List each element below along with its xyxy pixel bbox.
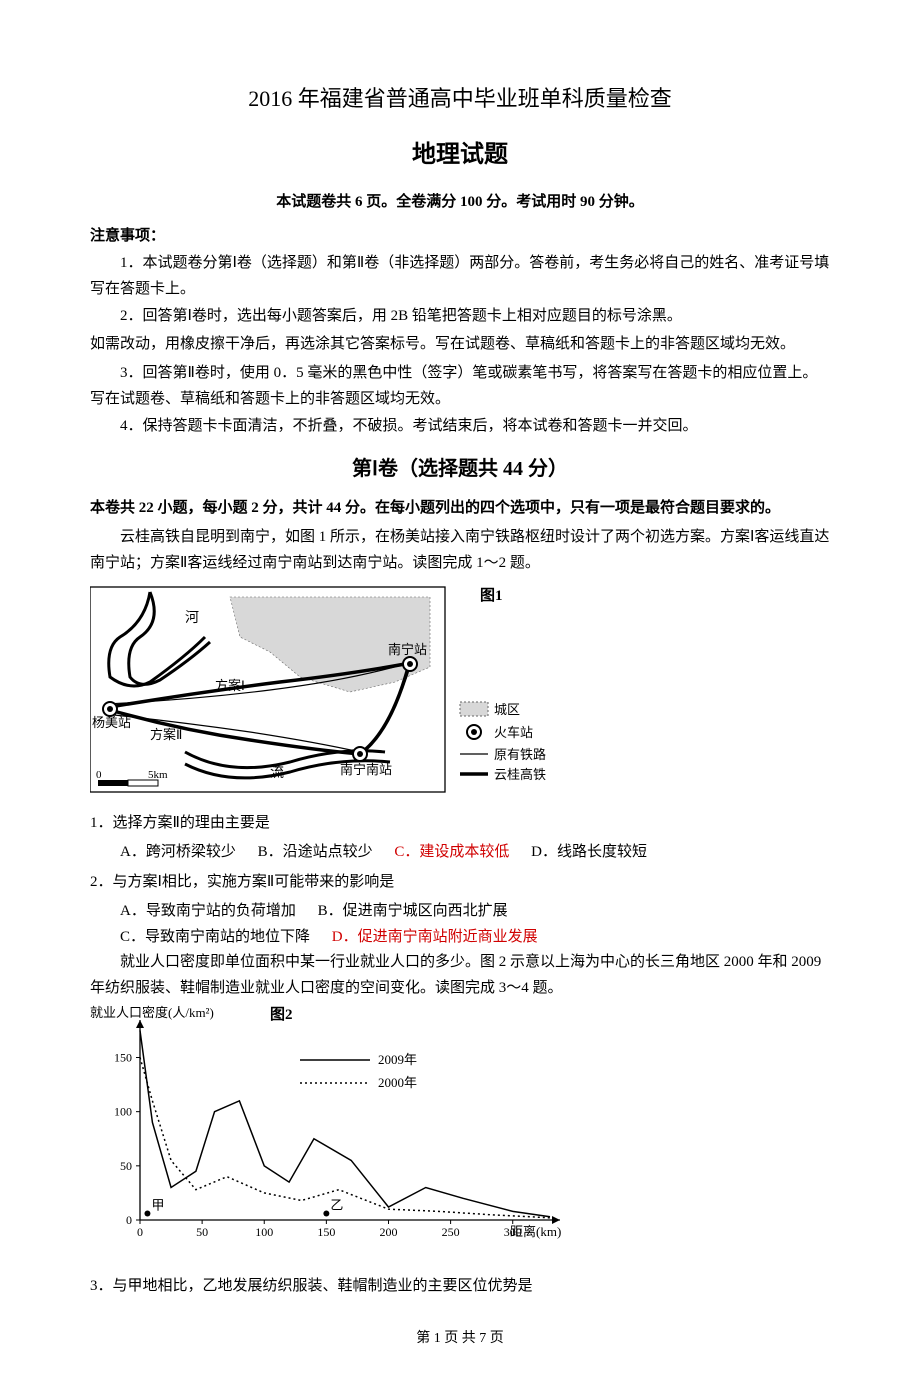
svg-text:方案Ⅱ: 方案Ⅱ (150, 727, 182, 742)
q1-option-a: A．跨河桥梁较少 (120, 840, 236, 866)
svg-text:南宁站: 南宁站 (388, 642, 427, 657)
svg-text:100: 100 (114, 1105, 132, 1119)
question-1-options: A．跨河桥梁较少 B．沿途站点较少 C．建设成本较低 D．线路长度较短 (90, 840, 830, 866)
notice-item-2b: 如需改动，用橡皮擦干净后，再选涂其它答案标号。写在试题卷、草稿纸和答题卡上的非答… (90, 332, 830, 358)
q1-option-b: B．沿途站点较少 (258, 840, 373, 866)
svg-text:2009年: 2009年 (378, 1052, 417, 1067)
svg-text:距离(km): 距离(km) (510, 1224, 561, 1239)
svg-text:50: 50 (196, 1225, 208, 1239)
svg-text:0: 0 (96, 769, 102, 781)
passage-1: 云桂高铁自昆明到南宁，如图 1 所示，在杨美站接入南宁铁路枢纽时设计了两个初选方… (90, 525, 830, 576)
svg-text:250: 250 (442, 1225, 460, 1239)
q2-option-c: C．导致南宁南站的地位下降 (120, 925, 310, 951)
svg-text:2000年: 2000年 (378, 1075, 417, 1090)
page-footer: 第 1 页 共 7 页 (90, 1327, 830, 1351)
svg-text:0: 0 (126, 1213, 132, 1227)
svg-text:0: 0 (137, 1225, 143, 1239)
figure-1: 图1 河 流 杨美站 南宁站 南宁南站 方案Ⅰ 方案Ⅱ (90, 582, 830, 807)
q1-option-d: D．线路长度较短 (531, 840, 647, 866)
svg-text:50: 50 (120, 1159, 132, 1173)
notice-item-4: 4．保持答题卡卡面清洁，不折叠，不破损。考试结束后，将本试卷和答题卡一并交回。 (90, 414, 830, 440)
notice-item-3: 3．回答第Ⅱ卷时，使用 0．5 毫米的黑色中性（签字）笔或碳素笔书写，将答案写在… (90, 361, 830, 412)
svg-text:乙: 乙 (330, 1198, 343, 1213)
q2-option-d: D．促进南宁南站附近商业发展 (332, 925, 538, 951)
svg-text:5km: 5km (148, 769, 168, 781)
notice-item-2: 2．回答第Ⅰ卷时，选出每小题答案后，用 2B 铅笔把答题卡上相对应题目的标号涂黑… (90, 304, 830, 330)
river-he-2 (129, 592, 210, 684)
svg-text:100: 100 (255, 1225, 273, 1239)
question-3-stem: 3．与甲地相比，乙地发展纺织服装、鞋帽制造业的主要区位优势是 (90, 1274, 830, 1300)
river-he (109, 592, 205, 686)
svg-text:河: 河 (185, 610, 199, 626)
svg-text:图2: 图2 (270, 1006, 293, 1023)
notice-item-1: 1．本试题卷分第Ⅰ卷（选择题）和第Ⅱ卷（非选择题）两部分。答卷前，考生务必将自己… (90, 251, 830, 302)
svg-text:流: 流 (270, 765, 284, 781)
svg-text:云桂高铁: 云桂高铁 (494, 767, 546, 782)
svg-text:杨美站: 杨美站 (92, 715, 131, 730)
q1-option-c: C．建设成本较低 (394, 840, 509, 866)
section1-info: 本卷共 22 小题，每小题 2 分，共计 44 分。在每小题列出的四个选项中，只… (90, 496, 830, 522)
svg-text:甲: 甲 (151, 1198, 164, 1213)
svg-text:150: 150 (114, 1051, 132, 1065)
svg-text:原有铁路: 原有铁路 (494, 747, 546, 762)
legend: 城区 火车站 原有铁路 云桂高铁 (460, 702, 546, 782)
notice-header: 注意事项： (90, 224, 830, 250)
question-1-stem: 1．选择方案Ⅱ的理由主要是 (90, 811, 830, 837)
figure-2: 050100150050100150200250300就业人口密度(人/km²)… (90, 1005, 830, 1270)
section1-title: 第Ⅰ卷（选择题共 44 分） (90, 452, 830, 486)
svg-text:200: 200 (379, 1225, 397, 1239)
svg-text:就业人口密度(人/km²): 就业人口密度(人/km²) (90, 1005, 214, 1020)
figure1-label: 图1 (480, 587, 503, 604)
svg-text:方案Ⅰ: 方案Ⅰ (215, 678, 245, 693)
q2-option-b: B．促进南宁城区向西北扩展 (318, 899, 508, 925)
svg-text:城区: 城区 (494, 702, 520, 717)
q2-option-a: A．导致南宁站的负荷增加 (120, 899, 296, 925)
subject-title: 地理试题 (90, 135, 830, 176)
passage-2: 就业人口密度即单位面积中某一行业就业人口的多少。图 2 示意以上海为中心的长三角… (90, 950, 830, 1001)
question-2-stem: 2．与方案Ⅰ相比，实施方案Ⅱ可能带来的影响是 (90, 870, 830, 896)
main-title: 2016 年福建省普通高中毕业班单科质量检查 (90, 80, 830, 117)
svg-text:南宁南站: 南宁南站 (340, 762, 392, 777)
svg-text:火车站: 火车站 (494, 725, 533, 740)
question-2-options-row1: A．导致南宁站的负荷增加 B．促进南宁城区向西北扩展 (90, 899, 830, 925)
svg-text:150: 150 (317, 1225, 335, 1239)
paper-info: 本试题卷共 6 页。全卷满分 100 分。考试用时 90 分钟。 (90, 190, 830, 216)
question-2-options-row2: C．导致南宁南站的地位下降 D．促进南宁南站附近商业发展 (90, 925, 830, 951)
